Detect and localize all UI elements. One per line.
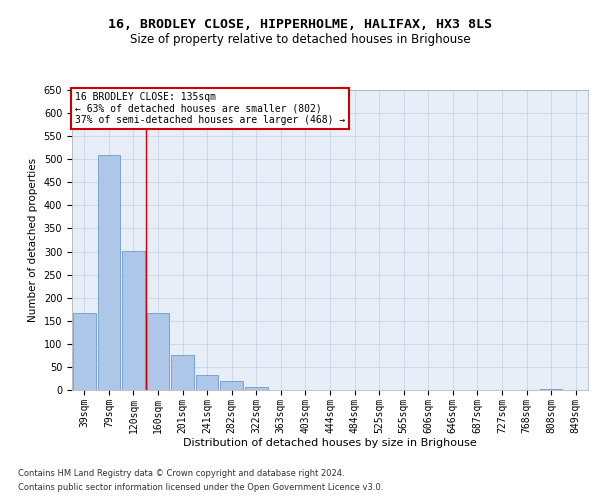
Text: 16, BRODLEY CLOSE, HIPPERHOLME, HALIFAX, HX3 8LS: 16, BRODLEY CLOSE, HIPPERHOLME, HALIFAX,… (108, 18, 492, 30)
Text: 16 BRODLEY CLOSE: 135sqm
← 63% of detached houses are smaller (802)
37% of semi-: 16 BRODLEY CLOSE: 135sqm ← 63% of detach… (74, 92, 345, 124)
Text: Size of property relative to detached houses in Brighouse: Size of property relative to detached ho… (130, 32, 470, 46)
Bar (98, 154, 120, 390)
Text: Contains HM Land Registry data © Crown copyright and database right 2024.: Contains HM Land Registry data © Crown c… (18, 468, 344, 477)
X-axis label: Distribution of detached houses by size in Brighouse: Distribution of detached houses by size … (183, 438, 477, 448)
Bar (196, 375, 218, 390)
Bar (540, 388, 562, 390)
Bar (146, 313, 169, 390)
Bar (220, 381, 243, 390)
Y-axis label: Number of detached properties: Number of detached properties (28, 158, 38, 322)
Bar (122, 250, 145, 390)
Text: Contains public sector information licensed under the Open Government Licence v3: Contains public sector information licen… (18, 484, 383, 492)
Bar (171, 355, 194, 390)
Bar (245, 387, 268, 390)
Bar (73, 313, 95, 390)
